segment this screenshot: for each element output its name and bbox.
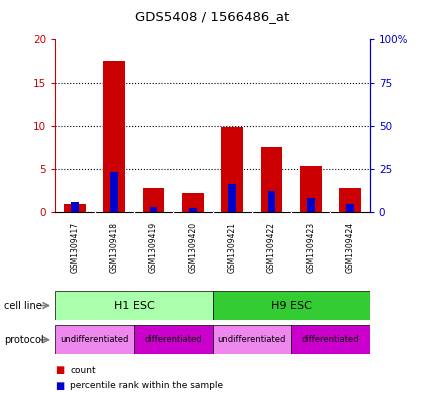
Bar [143,188,164,212]
Text: percentile rank within the sample: percentile rank within the sample [70,382,223,390]
Bar [55,325,134,354]
Bar [307,198,314,212]
Text: GSM1309423: GSM1309423 [306,222,315,273]
Text: undifferentiated: undifferentiated [218,335,286,344]
Text: GSM1309421: GSM1309421 [228,222,237,273]
Bar [300,166,322,212]
Text: protocol: protocol [4,335,44,345]
Bar [212,325,291,354]
Text: H1 ESC: H1 ESC [113,301,154,310]
Bar [110,172,118,212]
Text: GDS5408 / 1566486_at: GDS5408 / 1566486_at [136,10,289,23]
Bar [228,184,236,212]
Text: ■: ■ [55,365,65,375]
Text: differentiated: differentiated [144,335,202,344]
Text: ■: ■ [55,381,65,391]
Text: GSM1309418: GSM1309418 [110,222,119,273]
Bar [339,188,361,212]
Bar [189,208,197,212]
Bar [134,325,212,354]
Bar [64,204,86,212]
Bar [55,291,212,320]
Text: GSM1309424: GSM1309424 [346,222,354,273]
Bar [221,127,243,212]
Bar [261,147,282,212]
Text: GSM1309420: GSM1309420 [188,222,197,273]
Text: differentiated: differentiated [302,335,359,344]
Bar [150,207,157,212]
Text: cell line: cell line [4,301,42,310]
Bar [346,204,354,212]
Text: undifferentiated: undifferentiated [60,335,129,344]
Bar [268,191,275,212]
Text: count: count [70,366,96,375]
Text: GSM1309419: GSM1309419 [149,222,158,273]
Bar [182,193,204,212]
Bar [291,325,370,354]
Text: GSM1309417: GSM1309417 [71,222,79,273]
Text: GSM1309422: GSM1309422 [267,222,276,273]
Bar [71,202,79,212]
Bar [212,291,370,320]
Bar [103,61,125,212]
Text: H9 ESC: H9 ESC [271,301,312,310]
